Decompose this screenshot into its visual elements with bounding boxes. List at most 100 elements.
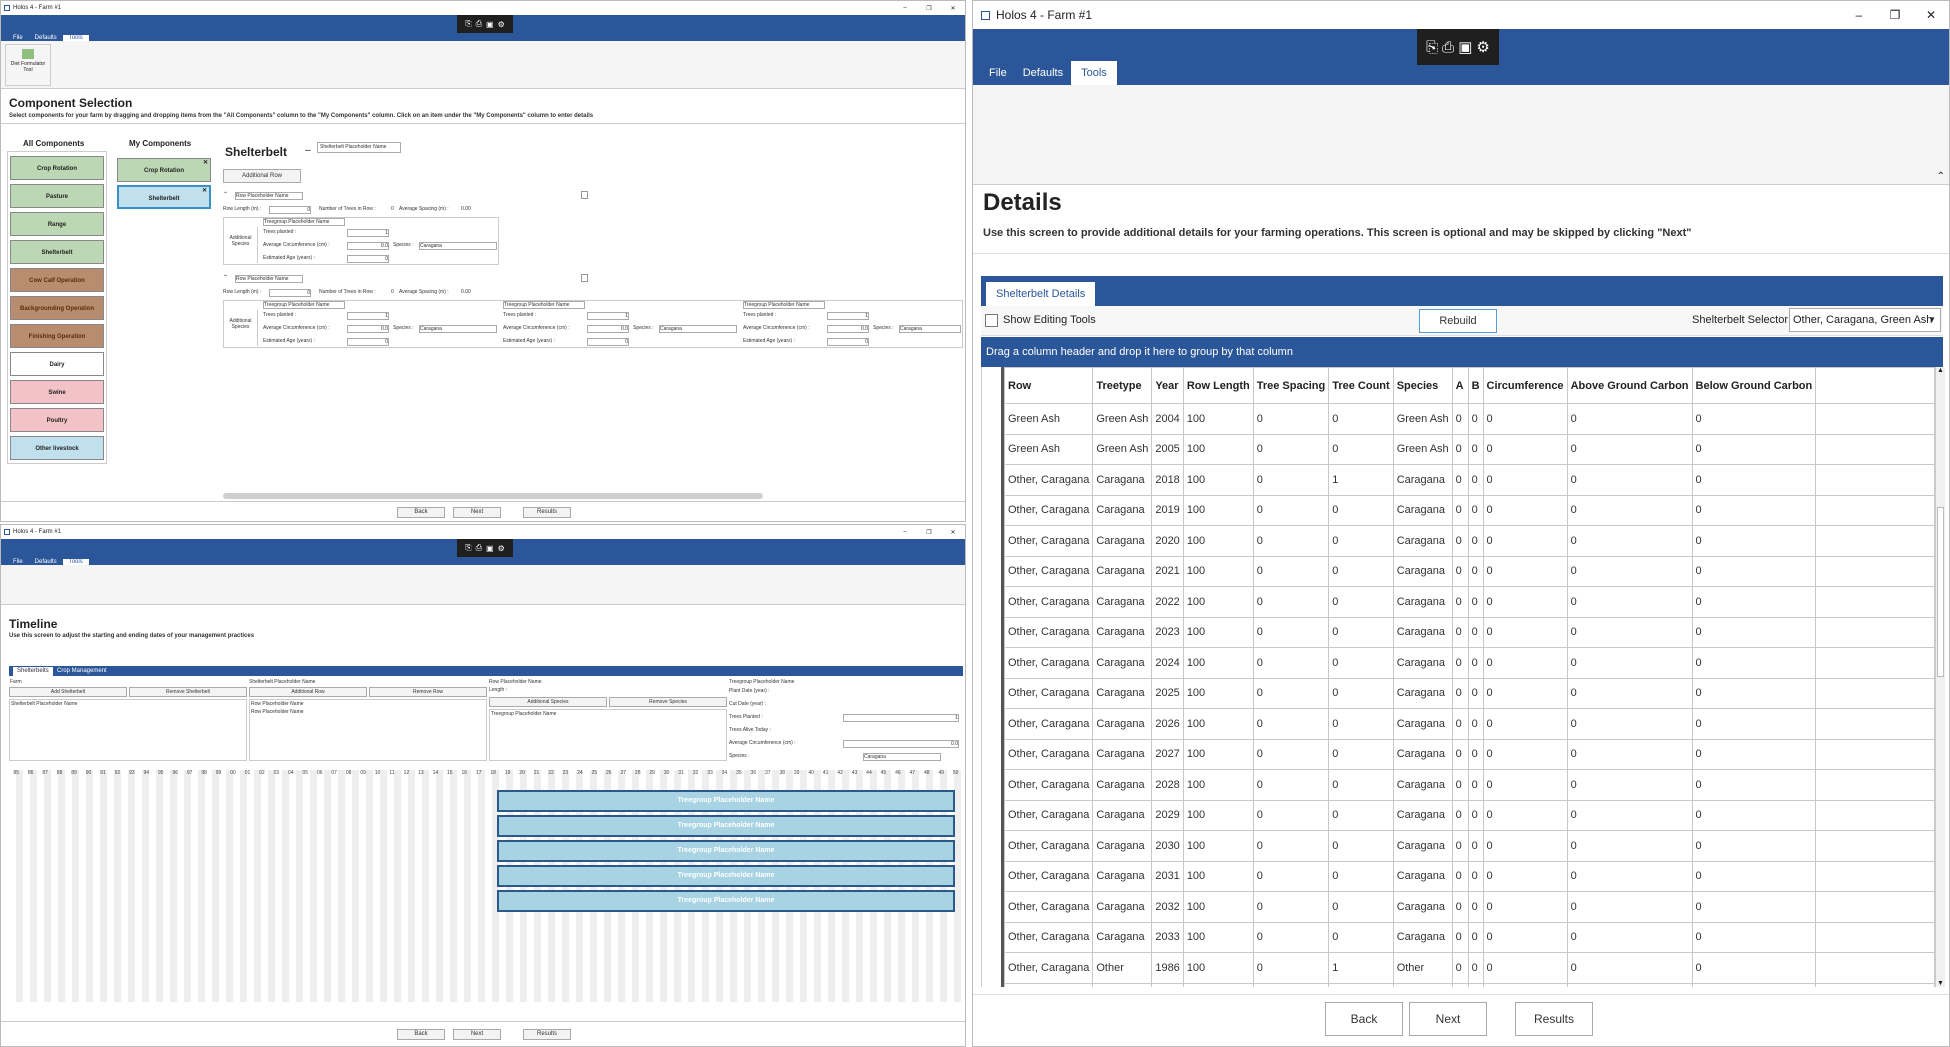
table-row[interactable]: Other, Caragana Caragana 2021 100 0 0 Caragana… (1003, 555, 1935, 587)
table-cell[interactable]: 0 (1451, 921, 1469, 953)
tab-tools[interactable]: Tools (62, 35, 89, 41)
table-cell[interactable]: 0 (1566, 464, 1693, 496)
table-cell[interactable]: Caragana (1392, 677, 1453, 709)
table-row[interactable]: Other, Caragana Caragana 2030 100 0 0 Caragana… (1003, 830, 1935, 862)
column-header[interactable]: Row Length (1182, 367, 1254, 404)
table-cell[interactable]: 0 (1451, 952, 1469, 984)
table-cell[interactable]: 0 (1467, 738, 1484, 770)
table-cell[interactable]: 0 (1566, 891, 1693, 923)
group-by-panel[interactable]: Drag a column header and drop it here to… (981, 337, 1943, 367)
table-cell[interactable]: 100 (1182, 647, 1254, 679)
table-cell[interactable]: 100 (1182, 921, 1254, 953)
avg-circumference-input[interactable]: 0.0 (827, 325, 869, 333)
table-cell[interactable]: 0 (1566, 677, 1693, 709)
table-cell[interactable]: 0 (1482, 982, 1568, 987)
table-cell[interactable]: Green Ash (1392, 403, 1453, 435)
table-cell[interactable]: 0 (1328, 494, 1394, 526)
table-cell[interactable]: 100 (1182, 464, 1254, 496)
table-cell[interactable]: 0 (1482, 647, 1568, 679)
show-editing-tools-checkbox[interactable] (985, 314, 998, 327)
table-row[interactable]: Other, Caragana Caragana 2020 100 0 0 Caragana… (1003, 525, 1935, 557)
scroll-thumb[interactable] (1937, 507, 1944, 677)
table-cell[interactable]: 2026 (1151, 708, 1184, 740)
table-cell[interactable]: Green Ash (1003, 433, 1094, 465)
table-cell[interactable]: 0 (1691, 708, 1817, 740)
table-cell[interactable]: 100 (1182, 738, 1254, 770)
column-header[interactable]: Treetype (1092, 367, 1153, 404)
table-cell[interactable]: 1986 (1151, 952, 1184, 984)
table-cell[interactable]: 2025 (1151, 677, 1184, 709)
table-cell[interactable]: 0 (1328, 738, 1394, 770)
species-select[interactable]: Caragana (419, 325, 497, 333)
treegroup-list-item[interactable]: Treegroup Placeholder Name (491, 711, 557, 717)
column-header[interactable]: Row (1003, 367, 1094, 404)
table-cell[interactable]: 0 (1451, 677, 1469, 709)
table-cell[interactable]: 0 (1482, 860, 1568, 892)
table-cell[interactable]: Caragana (1092, 647, 1153, 679)
table-cell[interactable]: Green Ash (1003, 403, 1094, 435)
table-cell[interactable]: 0 (1482, 616, 1568, 648)
table-cell[interactable]: Caragana (1392, 799, 1453, 831)
table-cell[interactable]: 0 (1566, 952, 1693, 984)
tab-file[interactable]: File (989, 67, 1007, 79)
table-cell[interactable]: 0 (1566, 555, 1693, 587)
table-cell[interactable]: 2018 (1151, 464, 1184, 496)
table-cell[interactable]: 0 (1252, 555, 1330, 587)
table-row[interactable]: Other, Caragana Caragana 2026 100 0 0 Caragana… (1003, 708, 1935, 740)
table-cell[interactable]: 0 (1252, 464, 1330, 496)
remove-icon[interactable]: ✕ (202, 160, 208, 166)
tab-file[interactable]: File (13, 559, 23, 565)
table-cell[interactable]: 100 (1182, 708, 1254, 740)
table-cell[interactable]: 100 (1182, 403, 1254, 435)
table-cell[interactable]: Other, Caragana (1003, 708, 1094, 740)
close-button[interactable]: ✕ (950, 529, 956, 536)
table-cell[interactable]: Green Ash (1392, 433, 1453, 465)
table-cell[interactable]: Other, Caragana (1003, 525, 1094, 557)
additional-species-button[interactable]: Additional Species (489, 697, 607, 707)
table-cell[interactable]: 0 (1252, 586, 1330, 618)
next-button[interactable]: Next (453, 1029, 501, 1040)
table-cell[interactable]: 0 (1467, 647, 1484, 679)
table-cell[interactable]: 2027 (1151, 738, 1184, 770)
est-age-input[interactable]: 0 (347, 255, 389, 263)
additional-species-button[interactable]: Additional Species (224, 227, 258, 263)
column-header[interactable]: Species (1392, 367, 1453, 404)
est-age-input[interactable]: 0 (587, 338, 629, 346)
table-cell[interactable]: Other, Caragana (1003, 555, 1094, 587)
minimize-button[interactable]: – (1855, 8, 1863, 22)
table-cell[interactable]: 0 (1566, 738, 1693, 770)
table-cell[interactable]: Other (1392, 952, 1453, 984)
table-cell[interactable]: 0 (1252, 830, 1330, 862)
table-cell[interactable]: Other, Caragana (1003, 464, 1094, 496)
tab-defaults[interactable]: Defaults (34, 35, 57, 41)
vertical-scrollbar[interactable]: ▲ ▼ (1935, 367, 1945, 987)
table-cell[interactable]: 0 (1482, 525, 1568, 557)
table-cell[interactable]: 0 (1566, 586, 1693, 618)
table-cell[interactable]: 0 (1328, 677, 1394, 709)
shelterbelt-list-item[interactable]: Shelterbelt Placeholder Name (11, 701, 78, 707)
table-cell[interactable]: 100 (1182, 586, 1254, 618)
table-cell[interactable]: 0 (1451, 586, 1469, 618)
table-cell[interactable]: 0 (1252, 708, 1330, 740)
table-row[interactable]: Other, Caragana Caragana 2024 100 0 0 Caragana… (1003, 647, 1935, 679)
table-cell[interactable]: 0 (1252, 921, 1330, 953)
table-cell[interactable]: 0 (1328, 799, 1394, 831)
table-cell[interactable]: 100 (1182, 860, 1254, 892)
table-cell[interactable]: Caragana (1392, 921, 1453, 953)
table-cell[interactable]: Caragana (1392, 647, 1453, 679)
table-cell[interactable]: 0 (1252, 952, 1330, 984)
table-row[interactable]: Other, Caragana Caragana 2022 100 0 0 Caragana… (1003, 586, 1935, 618)
table-cell[interactable]: 0 (1451, 647, 1469, 679)
table-cell[interactable]: Other, Caragana (1003, 616, 1094, 648)
save-icon[interactable]: ▣ (486, 543, 494, 553)
tab-crop-management[interactable]: Crop Management (57, 668, 107, 674)
table-cell[interactable]: 0 (1482, 586, 1568, 618)
export-icon[interactable]: ⎘ (465, 19, 472, 28)
table-cell[interactable]: 0 (1482, 769, 1568, 801)
table-cell[interactable]: 100 (1182, 677, 1254, 709)
table-row[interactable]: Green Ash Green Ash 2005 100 0 0 Green Ash 0 0 0 0… (1003, 433, 1935, 465)
table-cell[interactable]: Other, Caragana (1003, 830, 1094, 862)
table-cell[interactable]: 100 (1182, 952, 1254, 984)
table-cell[interactable]: 0 (1467, 433, 1484, 465)
component-crop-rotation[interactable]: Crop Rotation (10, 156, 104, 180)
